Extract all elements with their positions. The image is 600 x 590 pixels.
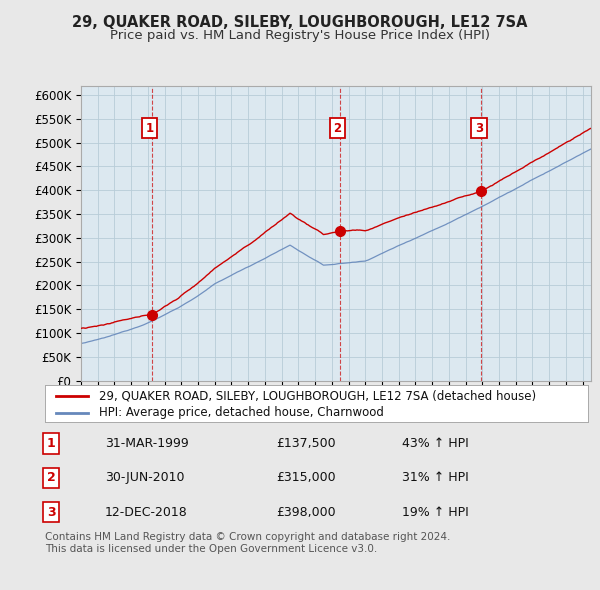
Text: 31% ↑ HPI: 31% ↑ HPI bbox=[402, 471, 469, 484]
Text: £315,000: £315,000 bbox=[276, 471, 335, 484]
Text: 3: 3 bbox=[475, 122, 483, 135]
Text: 3: 3 bbox=[47, 506, 55, 519]
Text: 30-JUN-2010: 30-JUN-2010 bbox=[105, 471, 185, 484]
Text: 31-MAR-1999: 31-MAR-1999 bbox=[105, 437, 189, 450]
Text: 29, QUAKER ROAD, SILEBY, LOUGHBOROUGH, LE12 7SA: 29, QUAKER ROAD, SILEBY, LOUGHBOROUGH, L… bbox=[72, 15, 528, 30]
Text: £137,500: £137,500 bbox=[276, 437, 335, 450]
Text: 29, QUAKER ROAD, SILEBY, LOUGHBOROUGH, LE12 7SA (detached house): 29, QUAKER ROAD, SILEBY, LOUGHBOROUGH, L… bbox=[100, 389, 536, 402]
Text: 12-DEC-2018: 12-DEC-2018 bbox=[105, 506, 188, 519]
Text: 2: 2 bbox=[334, 122, 342, 135]
Text: 43% ↑ HPI: 43% ↑ HPI bbox=[402, 437, 469, 450]
Text: HPI: Average price, detached house, Charnwood: HPI: Average price, detached house, Char… bbox=[100, 406, 384, 419]
Text: £398,000: £398,000 bbox=[276, 506, 335, 519]
Text: 19% ↑ HPI: 19% ↑ HPI bbox=[402, 506, 469, 519]
Text: Price paid vs. HM Land Registry's House Price Index (HPI): Price paid vs. HM Land Registry's House … bbox=[110, 29, 490, 42]
Text: 1: 1 bbox=[47, 437, 55, 450]
Text: Contains HM Land Registry data © Crown copyright and database right 2024.
This d: Contains HM Land Registry data © Crown c… bbox=[45, 532, 451, 554]
Text: 2: 2 bbox=[47, 471, 55, 484]
Text: 1: 1 bbox=[145, 122, 154, 135]
